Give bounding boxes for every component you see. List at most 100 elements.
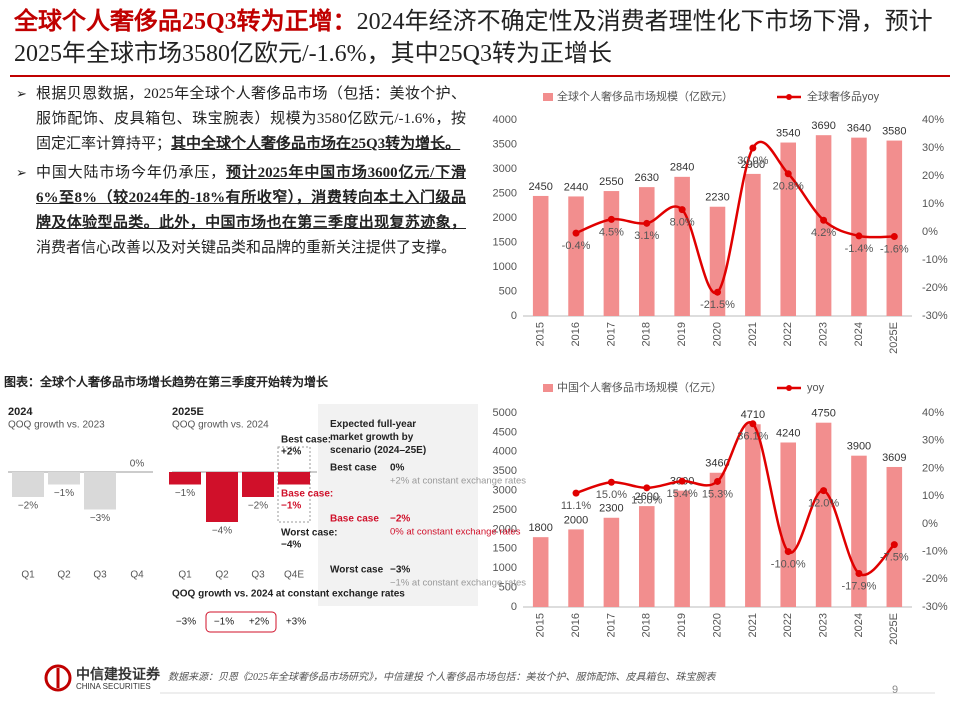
line-label: 11.1%	[561, 500, 592, 512]
legend-label: 中国个人奢侈品市场规模（亿元）	[557, 380, 722, 394]
q4e-annotation: Worst case:	[281, 528, 338, 539]
x-tick-label: 2023	[817, 613, 829, 637]
y-tick-label: 3000	[493, 485, 517, 497]
bar-label: 2630	[635, 172, 659, 184]
bullet: ➢ 中国大陆市场今年仍承压，预计2025年中国市场3600亿元/下滑6%至8%（较…	[14, 161, 466, 261]
constant-fx-value: −1%	[214, 617, 234, 628]
y2-tick-label: -20%	[922, 573, 948, 585]
y-tick-label: 0	[511, 310, 517, 322]
bar-label: 2450	[528, 181, 552, 193]
x-tick-label: 2021	[747, 322, 759, 346]
y2-tick-label: 30%	[922, 142, 944, 154]
bullet-text: 预计2025年中国市场3600亿元/下滑6%至8%（较2024年的-18%有所收…	[36, 165, 466, 231]
legend-swatch	[543, 384, 553, 392]
panel-category: Q3	[251, 570, 265, 581]
page-number: 9	[892, 684, 899, 696]
bar-label: 2840	[670, 162, 694, 174]
q4e-annotation: +2%	[281, 447, 301, 458]
scenario-name: Worst case	[330, 565, 384, 576]
y-tick-label: 1500	[493, 236, 517, 248]
x-tick-label: 2017	[605, 613, 617, 637]
panel-category: Q1	[21, 570, 35, 581]
logo-text: 中信建投证券	[76, 668, 160, 683]
line-label: -21.5%	[700, 299, 735, 311]
y-tick-label: 3500	[493, 138, 517, 150]
line-label: 30.0%	[737, 155, 768, 167]
line-marker	[714, 477, 721, 485]
bar	[532, 195, 549, 316]
scenario-value: 0%	[390, 463, 405, 474]
line	[575, 140, 895, 295]
y-tick-label: 1500	[493, 543, 517, 555]
y2-tick-label: 20%	[922, 462, 944, 474]
bar-label: 3640	[847, 123, 871, 135]
bar	[851, 137, 867, 316]
line-label: 12.0%	[808, 498, 839, 510]
y2-tick-label: 40%	[922, 407, 944, 419]
line-marker	[784, 548, 792, 556]
line-marker	[572, 229, 580, 237]
panel-category: Q4E	[284, 570, 304, 581]
panel-subtitle: QOQ growth vs. 2023	[8, 420, 105, 431]
y2-tick-label: 10%	[922, 490, 944, 502]
line-marker	[643, 219, 651, 227]
line-label: -0.4%	[562, 240, 591, 252]
y2-tick-label: -10%	[922, 545, 948, 557]
x-tick-label: 2020	[711, 322, 723, 346]
x-tick-label: 2024	[853, 322, 865, 346]
bullet-arrow: ➢	[16, 166, 27, 181]
line-label: -17.9%	[842, 580, 877, 592]
x-tick-label: 2024	[853, 613, 865, 637]
bar	[886, 466, 903, 607]
y-tick-label: 2000	[493, 523, 517, 535]
bar-label: 4710	[741, 409, 765, 421]
constant-fx-value: +3%	[286, 617, 306, 628]
panel-bar	[206, 472, 238, 522]
y-tick-label: 500	[499, 285, 517, 297]
panel-category: Q4	[130, 570, 144, 581]
line-label: -1.6%	[880, 243, 909, 255]
line-marker	[784, 170, 792, 178]
line-label: -1.4%	[845, 243, 874, 255]
bar	[568, 196, 584, 316]
bar	[745, 173, 761, 316]
line-marker	[714, 288, 721, 296]
bar	[674, 490, 690, 607]
legend-swatch	[543, 93, 553, 101]
line-marker	[678, 477, 686, 485]
bar-label: 3540	[776, 127, 800, 139]
legend-swatch-dot	[786, 385, 792, 391]
panel-title: 2024	[8, 406, 33, 418]
line-marker	[855, 232, 863, 240]
line-label: 15.3%	[702, 488, 733, 500]
bullet-text: 消费者信心改善以及对关键品类和品牌的重新关注提供了支撑。	[36, 240, 457, 256]
q4e-annotation: Best case:	[281, 435, 331, 446]
bullet: ➢ 根据贝恩数据，2025年全球个人奢侈品市场（包括：美妆个护、服饰配饰、皮具箱包…	[14, 82, 466, 157]
bar-label: 2300	[599, 503, 623, 515]
bar	[638, 187, 655, 316]
bar	[603, 191, 620, 316]
line-label: 4.2%	[811, 227, 836, 239]
q4e-annotation: −4%	[281, 540, 301, 551]
x-tick-label: 2022	[782, 613, 794, 637]
y-tick-label: 4500	[493, 426, 517, 438]
y2-tick-label: 20%	[922, 170, 944, 182]
line-marker	[643, 484, 651, 492]
q4e-base	[278, 472, 310, 485]
panel-bar	[84, 472, 116, 510]
bar	[745, 424, 761, 607]
y2-tick-label: 0%	[922, 226, 938, 238]
y2-tick-label: -20%	[922, 282, 948, 294]
y-tick-label: 2500	[493, 504, 517, 516]
bullet-text: 根据贝恩数据，2025年全球个人奢侈品市场（包括：美妆个护、服饰配饰、皮具箱包、…	[36, 86, 466, 152]
bullet-arrow: ➢	[16, 87, 27, 102]
title-highlight: 全球个人奢侈品25Q3转为正增：	[14, 9, 357, 35]
constant-fx-value: +2%	[249, 617, 269, 628]
bar-label: 1800	[528, 522, 552, 534]
x-tick-label: 2019	[676, 613, 688, 637]
panel-bar	[169, 472, 201, 485]
y-tick-label: 5000	[493, 407, 517, 419]
panel-category: Q2	[215, 570, 229, 581]
y2-tick-label: 0%	[922, 518, 938, 530]
